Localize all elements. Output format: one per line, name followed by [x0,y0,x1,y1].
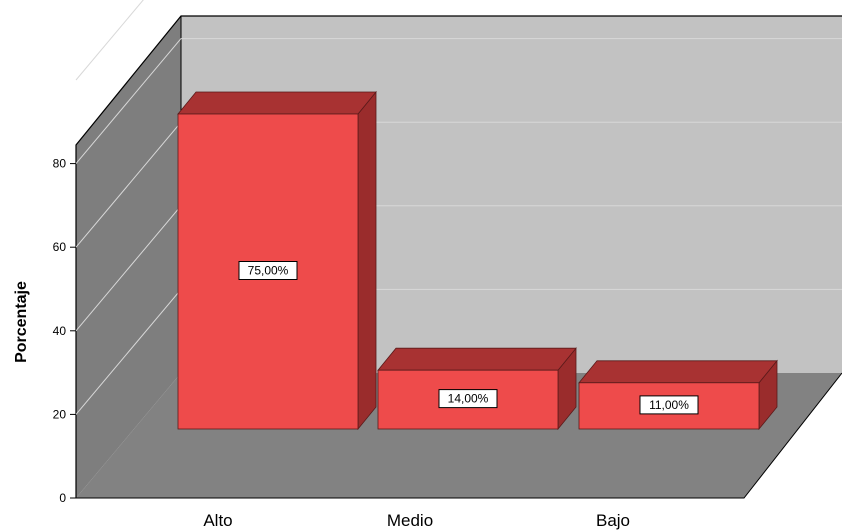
side-wall [76,16,181,498]
y-axis-title: Porcentaje [13,281,30,363]
y-tick-label: 80 [53,157,67,171]
grid-line [75,205,182,332]
x-tick-label: Medio [387,511,433,530]
data-label-box [238,261,298,280]
bar-medio: 14,00% [377,347,577,431]
bars: 75,00% 14,00% 11,00% [177,90,778,431]
x-tick-label: Alto [203,511,232,530]
data-label: 75,00% [248,264,289,278]
x-axis-labels: Alto Medio Bajo [203,511,630,530]
bar-bajo: 11,00% [578,359,778,431]
data-label: 11,00% [649,398,689,412]
bar-alto: 75,00% [177,90,377,431]
grid-line [75,289,182,415]
y-tick-label: 40 [53,324,67,338]
bar-top [377,347,577,371]
data-label: 14,00% [448,392,489,406]
y-tick-label: 0 [59,491,66,505]
y-tick-label: 60 [53,240,67,254]
y-axis: 0 20 40 60 80 [53,157,76,505]
x-tick-label: Bajo [596,511,630,530]
data-label-box [639,395,699,415]
grid-line [75,0,144,81]
bar-side [357,90,377,431]
data-label-box [438,389,498,409]
bar-top [578,360,778,384]
grid-line [75,38,182,164]
y-tick-label: 20 [53,407,67,421]
bar-top [177,91,377,115]
grid-line [75,121,182,248]
